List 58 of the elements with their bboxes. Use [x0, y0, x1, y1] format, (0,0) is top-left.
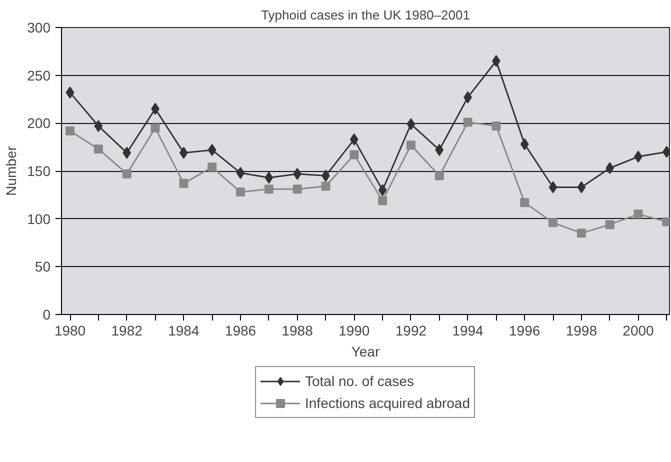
point — [406, 118, 416, 130]
x-tick-label: 1998 — [566, 322, 598, 338]
point — [548, 218, 558, 228]
y-tick-label: 300 — [27, 20, 51, 36]
point — [605, 220, 614, 230]
chart-title: Typhoid cases in the UK 1980–2001 — [261, 8, 470, 22]
x-tick-label: 1990 — [338, 322, 370, 338]
point — [94, 120, 103, 132]
x-tick-label: 1992 — [395, 322, 427, 338]
y-axis-title: Number — [3, 146, 20, 196]
x-tick-label: 1994 — [452, 322, 484, 338]
point — [463, 118, 472, 127]
point — [577, 181, 586, 194]
point — [576, 228, 586, 238]
point — [634, 210, 643, 219]
y-tick-label: 50 — [34, 258, 51, 275]
point — [236, 188, 245, 197]
point — [378, 196, 388, 206]
y-tick-label: 100 — [27, 210, 51, 227]
point — [208, 162, 217, 172]
point — [435, 144, 444, 156]
point — [150, 123, 160, 132]
x-tick-label: 2000 — [622, 322, 654, 338]
point — [434, 171, 444, 180]
x-tick-label: 1996 — [509, 322, 540, 338]
point — [66, 86, 74, 99]
x-tick-label: 1988 — [282, 322, 314, 338]
y-tick-label: 150 — [27, 163, 51, 179]
point — [548, 181, 558, 194]
point — [179, 178, 188, 188]
point — [520, 138, 529, 150]
x-tick-label: 1986 — [224, 322, 256, 338]
point — [606, 162, 614, 174]
point — [350, 133, 358, 146]
point — [264, 184, 274, 194]
x-tick-label: 1980 — [54, 322, 86, 338]
point — [264, 172, 274, 184]
legend-label: Total no. of cases — [305, 373, 414, 389]
point — [208, 144, 216, 156]
y-tick-label: 200 — [27, 115, 51, 132]
x-tick-label: 1984 — [168, 322, 200, 338]
point — [236, 166, 245, 179]
point — [520, 198, 530, 208]
x-axis-title: Year — [351, 344, 380, 360]
point — [406, 140, 416, 150]
x-tick-label: 1982 — [111, 322, 143, 338]
point — [66, 126, 75, 136]
y-tick-label: 0 — [42, 306, 51, 322]
point — [378, 184, 387, 196]
y-tick-label: 250 — [27, 67, 51, 84]
point — [321, 182, 330, 191]
point — [292, 184, 302, 194]
point — [122, 146, 132, 159]
point — [350, 150, 359, 160]
legend-label: Infections acquired abroad — [305, 395, 470, 411]
point — [94, 144, 103, 154]
point — [122, 169, 132, 178]
point — [492, 122, 501, 131]
